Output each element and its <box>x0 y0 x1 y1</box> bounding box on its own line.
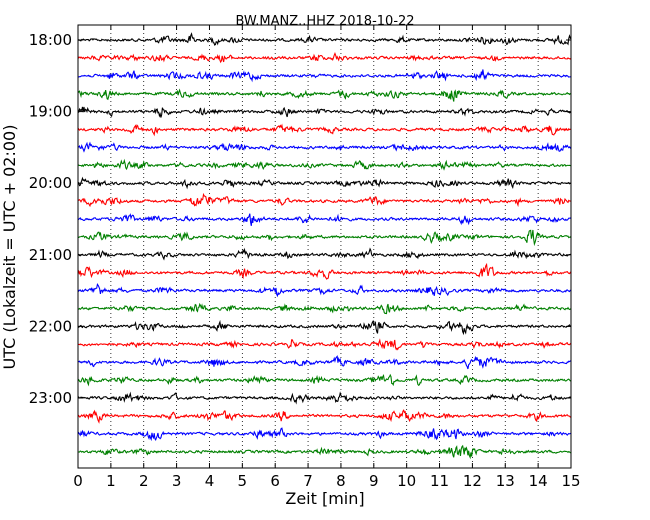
trace-1900 <box>77 106 572 118</box>
x-tick-label: 11 <box>430 472 449 490</box>
x-tick-label: 5 <box>238 472 248 490</box>
x-tick-label: 8 <box>336 472 346 490</box>
x-tick-label: 12 <box>463 472 482 490</box>
y-tick-label: 22:00 <box>29 317 72 335</box>
x-axis-label: Zeit [min] <box>285 489 364 508</box>
trace-2045 <box>77 229 572 247</box>
y-tick-label: 18:00 <box>29 31 72 49</box>
y-axis-label: UTC (Lokalzeit = UTC + 02:00) <box>0 125 19 370</box>
trace-2330 <box>77 427 572 442</box>
y-tick-label: 19:00 <box>29 103 72 121</box>
trace-2015 <box>77 192 572 208</box>
trace-1930 <box>77 141 572 153</box>
grid-lines <box>110 25 539 468</box>
x-tick-label: 14 <box>529 472 548 490</box>
trace-2130 <box>77 282 572 298</box>
trace-1945 <box>77 158 572 171</box>
trace-2200 <box>77 319 572 336</box>
trace-2115 <box>77 262 572 280</box>
x-tick-label: 15 <box>561 472 580 490</box>
x-axis-ticks: 0 1 2 3 4 5 6 7 8 9 10 11 12 13 14 15 <box>73 25 581 490</box>
trace-2245 <box>77 373 572 387</box>
trace-2230 <box>77 355 572 370</box>
y-tick-label: 20:00 <box>29 174 72 192</box>
seismogram-traces <box>77 32 572 460</box>
trace-2300 <box>77 391 572 405</box>
trace-1845 <box>77 88 572 102</box>
trace-1915 <box>77 123 572 137</box>
trace-2345 <box>77 444 572 460</box>
trace-1815 <box>77 52 572 64</box>
x-tick-label: 13 <box>496 472 515 490</box>
x-tick-label: 0 <box>73 472 83 490</box>
trace-2000 <box>77 176 572 190</box>
x-tick-label: 3 <box>172 472 182 490</box>
x-tick-label: 10 <box>397 472 416 490</box>
trace-2030 <box>77 213 572 226</box>
y-tick-label: 21:00 <box>29 246 72 264</box>
y-tick-label: 23:00 <box>29 389 72 407</box>
trace-2315 <box>77 409 572 424</box>
trace-2100 <box>77 247 572 261</box>
x-tick-label: 7 <box>303 472 313 490</box>
x-tick-label: 9 <box>369 472 379 490</box>
plot-frame <box>77 24 572 469</box>
trace-2145 <box>77 302 572 315</box>
trace-1800 <box>77 32 572 46</box>
x-tick-label: 6 <box>270 472 280 490</box>
chart-title: BW.MANZ..HHZ 2018-10-22 <box>235 14 414 29</box>
y-axis-ticks: 18:00 19:00 20:00 21:00 22:00 23:00 <box>29 31 571 407</box>
x-tick-label: 1 <box>106 472 116 490</box>
x-tick-label: 4 <box>205 472 215 490</box>
x-tick-label: 2 <box>139 472 149 490</box>
trace-2215 <box>77 338 572 351</box>
trace-1830 <box>77 69 572 83</box>
